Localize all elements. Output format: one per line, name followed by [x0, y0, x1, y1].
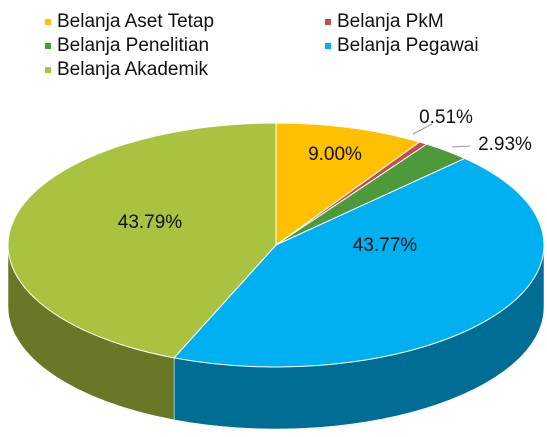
data-label: 2.93% [478, 134, 532, 155]
data-label: 0.51% [419, 107, 473, 128]
legend-label: Belanja Pegawai [337, 35, 479, 56]
legend-marker [325, 19, 331, 25]
legend-marker [45, 19, 51, 25]
legend-label: Belanja Akademik [57, 59, 209, 80]
legend-label: Belanja Aset Tetap [57, 11, 214, 32]
legend-marker [45, 67, 51, 73]
legend: Belanja Aset Tetap Belanja PkM Belanja Pen… [45, 11, 479, 80]
data-label: 9.00% [308, 144, 362, 165]
leader-line [451, 145, 471, 148]
legend-marker [325, 43, 331, 49]
legend-label: Belanja PkM [337, 11, 444, 32]
slice [173, 157, 545, 368]
data-label: 43.79% [118, 212, 183, 233]
pie: 9.00% 0.51%2.93% 43.77% 43.79% [7, 107, 545, 430]
slice [7, 122, 277, 359]
data-label: 43.77% [353, 235, 418, 256]
leader-line [412, 123, 433, 135]
legend-label: Belanja Penelitian [57, 35, 209, 56]
legend-marker [45, 43, 51, 49]
slice [275, 122, 421, 246]
